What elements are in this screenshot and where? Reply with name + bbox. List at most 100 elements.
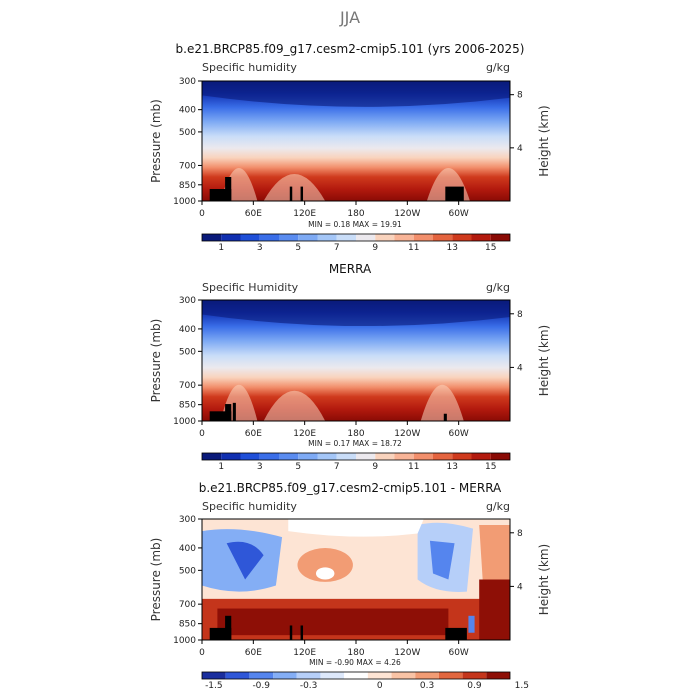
y-tick-label: 850 [179, 620, 196, 630]
colorbar-label: 1 [218, 243, 224, 253]
colorbar-swatch [317, 453, 337, 460]
colorbar-swatch [240, 234, 260, 241]
x-tick-label: 120E [293, 429, 316, 439]
colorbar-swatch [438, 672, 463, 679]
colorbar-label: 15 [485, 462, 496, 472]
colorbar-swatch [490, 453, 510, 460]
y-tick-label: 1000 [173, 197, 196, 207]
colorbar-label: 9 [372, 243, 378, 253]
y-tick-label: 300 [179, 77, 196, 87]
x-tick-label: 120E [293, 648, 316, 658]
y-tick-label: 500 [179, 347, 196, 357]
colorbar-label: 1.5 [515, 681, 529, 691]
colorbar-swatch [452, 234, 472, 241]
y-tick-label: 1000 [173, 636, 196, 646]
y-tick-label: 400 [179, 544, 196, 554]
colorbar-label: 13 [447, 243, 458, 253]
x-tick-label: 60W [448, 429, 468, 439]
colorbar-swatch [375, 234, 395, 241]
colorbar-swatch [394, 234, 414, 241]
chart-panel-1: b.e21.BRCP85.f09_g17.cesm2-cmip5.101 (yr… [149, 42, 551, 253]
chart-panel-3: b.e21.BRCP85.f09_g17.cesm2-cmip5.101 - M… [149, 481, 551, 691]
y-tick-label: 1000 [173, 417, 196, 427]
colorbar-swatch [471, 453, 491, 460]
y-tick-label: 850 [179, 401, 196, 411]
colorbar-swatch [356, 234, 376, 241]
colorbar-label: 5 [295, 462, 301, 472]
colorbar-swatch [415, 672, 439, 679]
terrain-mask [300, 625, 304, 640]
y-tick-label: 850 [179, 181, 196, 191]
x-tick-label: 0 [199, 429, 205, 439]
x-tick-label: 60E [245, 429, 262, 439]
y-tick-label: 700 [179, 161, 196, 171]
x-tick-label: 60W [448, 648, 468, 658]
colorbar-label: 9 [372, 462, 378, 472]
boundary-layer-anomaly [217, 608, 449, 636]
colorbar-swatch [336, 453, 356, 460]
x-tick-label: 60W [448, 209, 468, 219]
colorbar-swatch [452, 453, 472, 460]
boundary-layer-anomaly [479, 579, 510, 640]
colorbar-swatch [320, 672, 345, 679]
x-tick-label: 180 [347, 429, 364, 439]
colorbar-swatch [240, 453, 260, 460]
terrain-mask [300, 186, 304, 201]
y-tick-label: 500 [179, 566, 196, 576]
colorbar-label: 7 [334, 462, 340, 472]
x-tick-label: 120W [394, 648, 420, 658]
colorbar-swatch [221, 453, 241, 460]
colorbar-swatch [279, 234, 299, 241]
y-axis-label: Pressure (mb) [149, 319, 163, 403]
x-tick-label: 120W [394, 429, 420, 439]
colorbar-label: -0.3 [300, 681, 318, 691]
chart-title: b.e21.BRCP85.f09_g17.cesm2-cmip5.101 - M… [199, 481, 502, 495]
colorbar-label: 15 [485, 243, 496, 253]
colorbar-swatch [356, 453, 376, 460]
colorbar-swatch [259, 453, 279, 460]
terrain-mask [289, 186, 293, 201]
y2-tick-label: 8 [517, 310, 523, 320]
terrain-mask [225, 615, 232, 640]
colorbar-swatch [336, 234, 356, 241]
moist-tongue [263, 174, 326, 201]
colorbar-swatch [490, 234, 510, 241]
colorbar-swatch [298, 453, 318, 460]
colorbar-label: 11 [408, 462, 419, 472]
colorbar-label: 1 [218, 462, 224, 472]
y2-axis-label: Height (km) [537, 544, 551, 615]
colorbar-label: -1.5 [205, 681, 223, 691]
negative-anomaly [226, 541, 264, 580]
variable-label: Specific Humidity [202, 281, 299, 294]
y-tick-label: 500 [179, 128, 196, 138]
y2-axis-label: Height (km) [537, 325, 551, 396]
y-tick-label: 400 [179, 106, 196, 116]
x-tick-label: 120E [293, 209, 316, 219]
colorbar-label: 0 [377, 681, 383, 691]
y2-tick-label: 4 [517, 582, 523, 592]
positive-anomaly [297, 548, 353, 582]
terrain-mask [225, 404, 232, 421]
near-zero [315, 567, 335, 580]
x-tick-label: 180 [347, 209, 364, 219]
colorbar-swatch [298, 234, 318, 241]
x-tick-label: 0 [199, 209, 205, 219]
chart-title: b.e21.BRCP85.f09_g17.cesm2-cmip5.101 (yr… [176, 42, 525, 56]
units-label: g/kg [486, 281, 510, 294]
colorbar-label: 13 [447, 462, 458, 472]
terrain-mask [289, 625, 293, 640]
y-axis-label: Pressure (mb) [149, 99, 163, 183]
negative-anomaly [468, 615, 475, 633]
colorbar-swatch [394, 453, 414, 460]
terrain-mask [232, 402, 236, 421]
colorbar-label: 0.3 [420, 681, 434, 691]
y-tick-label: 700 [179, 600, 196, 610]
colorbar-label: -0.9 [252, 681, 270, 691]
colorbar-swatch [344, 672, 368, 679]
colorbar-swatch [221, 234, 241, 241]
y2-tick-label: 4 [517, 363, 523, 373]
colorbar-swatch [486, 672, 510, 679]
colorbar-swatch [413, 234, 433, 241]
